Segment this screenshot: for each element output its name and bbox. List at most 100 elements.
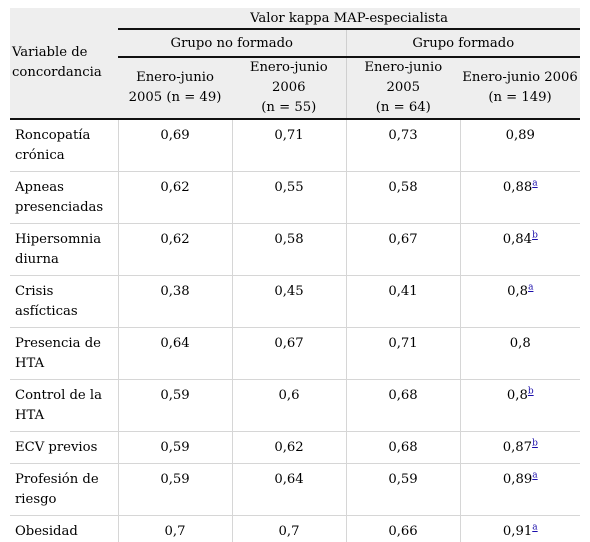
kappa-value: 0,59: [346, 464, 460, 516]
kappa-value: 0,68: [346, 432, 460, 464]
variable-cell: Profesión de riesgo: [10, 464, 118, 516]
variable-cell: Hipersomnia diurna: [10, 224, 118, 276]
footnote-link[interactable]: a: [532, 523, 537, 533]
footnote-marker[interactable]: a: [532, 179, 537, 189]
kappa-value-cell: 0,89a: [460, 464, 580, 516]
footnote-link[interactable]: a: [532, 179, 537, 189]
kappa-value: 0,69: [118, 119, 232, 172]
kappa-value: 0,8: [507, 388, 528, 403]
kappa-value: 0,7: [118, 516, 232, 542]
kappa-value: 0,71: [346, 328, 460, 380]
variable-name-line1: Apneas: [15, 180, 64, 195]
footnote-link[interactable]: b: [528, 387, 534, 397]
variable-name-line1: Profesión de: [15, 472, 99, 487]
kappa-value: 0,62: [232, 432, 346, 464]
kappa-value: 0,59: [118, 464, 232, 516]
kappa-value: 0,7: [232, 516, 346, 542]
kappa-value: 0,66: [346, 516, 460, 542]
variable-name-line1: Control de la: [15, 388, 102, 403]
kappa-value-cell: 0,8b: [460, 380, 580, 432]
footnote-marker[interactable]: a: [532, 523, 537, 533]
table-header: Variable de concordancia Valor kappa MAP-…: [10, 8, 580, 119]
table-row: ECV previos 0,59 0,62 0,68 0,87b: [10, 432, 580, 464]
variable-name-line2: diurna: [15, 252, 59, 267]
variable-name-line1: Crisis: [15, 284, 53, 299]
kappa-value-cell: 0,91a: [460, 516, 580, 542]
kappa-value: 0,59: [118, 432, 232, 464]
period-header-line1: Enero-junio 2005: [364, 60, 442, 95]
kappa-header: Valor kappa MAP-especialista: [118, 8, 580, 29]
footnote-marker[interactable]: a: [532, 471, 537, 481]
kappa-value: 0,62: [118, 172, 232, 224]
period-header-line2: (n = 55): [261, 100, 316, 115]
variable-name-line1: Roncopatía: [15, 128, 90, 143]
period-header: Enero-junio 2005(n = 64): [346, 57, 460, 119]
variable-cell: Obesidad: [10, 516, 118, 542]
period-header: Enero-junio 2005 (n = 49): [118, 57, 232, 119]
kappa-value: 0,68: [346, 380, 460, 432]
footnote-marker[interactable]: b: [528, 387, 534, 397]
footnote-marker[interactable]: a: [528, 283, 533, 293]
variable-cell: ECV previos: [10, 432, 118, 464]
kappa-value: 0,38: [118, 276, 232, 328]
kappa-value: 0,84: [503, 232, 532, 247]
period-header-line2: (n = 149): [488, 90, 551, 105]
footnote-link[interactable]: b: [532, 231, 538, 241]
kappa-value: 0,58: [346, 172, 460, 224]
period-header: Enero-junio 2006 (n = 149): [460, 57, 580, 119]
variable-name-line2: crónica: [15, 148, 65, 163]
kappa-value: 0,91: [503, 524, 532, 539]
footnote-link[interactable]: b: [532, 439, 538, 449]
kappa-value: 0,45: [232, 276, 346, 328]
variable-cell: Control de la HTA: [10, 380, 118, 432]
kappa-value: 0,64: [118, 328, 232, 380]
variable-cell: Crisis asfícticas: [10, 276, 118, 328]
variable-name-line1: Hipersomnia: [15, 232, 101, 247]
table-row: Obesidad 0,7 0,7 0,66 0,91a: [10, 516, 580, 542]
variable-name-line1: Presencia de: [15, 336, 101, 351]
variable-name-line2: riesgo: [15, 492, 56, 507]
kappa-value: 0,55: [232, 172, 346, 224]
table-row: Apneas presenciadas 0,62 0,55 0,58 0,88a: [10, 172, 580, 224]
period-header-line1: Enero-junio 2006: [462, 70, 578, 85]
variable-name-line1: Obesidad: [15, 524, 78, 539]
kappa-value: 0,73: [346, 119, 460, 172]
variable-cell: Apneas presenciadas: [10, 172, 118, 224]
kappa-value: 0,41: [346, 276, 460, 328]
kappa-value: 0,89: [503, 472, 532, 487]
variable-cell: Presencia de HTA: [10, 328, 118, 380]
kappa-value: 0,58: [232, 224, 346, 276]
kappa-value: 0,6: [232, 380, 346, 432]
variable-name-line2: HTA: [15, 408, 44, 423]
footnote-link[interactable]: a: [528, 283, 533, 293]
variable-cell: Roncopatía crónica: [10, 119, 118, 172]
variable-name-line2: asfícticas: [15, 304, 78, 319]
footnote-link[interactable]: a: [532, 471, 537, 481]
kappa-value: 0,59: [118, 380, 232, 432]
period-header-line2: 2005 (n = 49): [129, 90, 222, 105]
kappa-value: 0,89: [506, 128, 535, 143]
kappa-value-cell: 0,8: [460, 328, 580, 380]
kappa-value-cell: 0,84b: [460, 224, 580, 276]
footnote-marker[interactable]: b: [532, 231, 538, 241]
variable-name-line2: HTA: [15, 356, 44, 371]
variable-name-line2: presenciadas: [15, 200, 103, 215]
table-body: Roncopatía crónica 0,69 0,71 0,73 0,89 Ap…: [10, 119, 580, 542]
table-row: Control de la HTA 0,59 0,6 0,68 0,8b: [10, 380, 580, 432]
variable-header-line1: Variable de: [12, 45, 87, 60]
group-untrained-header: Grupo no formado: [118, 29, 346, 57]
variable-header-line2: concordancia: [12, 65, 102, 80]
footnote-marker[interactable]: b: [532, 439, 538, 449]
kappa-value: 0,67: [346, 224, 460, 276]
variable-header: Variable de concordancia: [10, 8, 118, 119]
kappa-value: 0,8: [510, 336, 531, 351]
period-header-line1: Enero-junio 2006: [250, 60, 328, 95]
kappa-value: 0,88: [503, 180, 532, 195]
kappa-table: Variable de concordancia Valor kappa MAP-…: [10, 8, 580, 542]
period-header-line1: Enero-junio: [136, 70, 214, 85]
